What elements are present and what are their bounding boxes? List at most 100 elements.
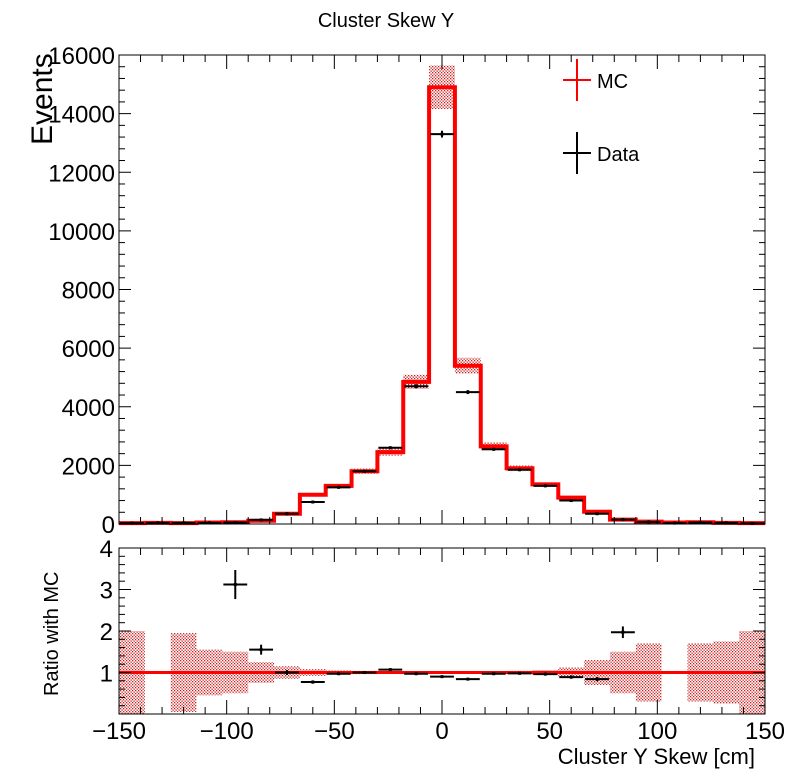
data-point <box>585 512 609 516</box>
ratio-y-tick-label: 2 <box>100 619 113 646</box>
x-tick-label: 0 <box>435 718 448 745</box>
ratio-y-tick-label: 4 <box>100 536 113 563</box>
data-point <box>662 521 687 525</box>
ratio-point-marker <box>362 671 366 674</box>
ratio-point-marker <box>518 671 522 675</box>
x-tick-label: −50 <box>314 718 355 745</box>
ratio-point <box>249 644 274 655</box>
main-y-tick-label: 8000 <box>62 278 115 305</box>
data-point-marker <box>724 521 728 525</box>
data-point <box>404 384 429 389</box>
main-y-tick-label: 0 <box>102 512 115 539</box>
data-point-marker <box>233 521 237 525</box>
main-y-tick-label: 16000 <box>48 43 115 70</box>
ratio-point-marker <box>621 630 625 634</box>
ratio-point-marker <box>569 675 573 679</box>
data-point-marker <box>414 384 418 388</box>
ratio-point-marker <box>388 668 392 672</box>
data-point <box>352 469 377 473</box>
main-y-axis: 0 2000 4000 6000 8000 10000 12000 14000 16000 <box>48 43 765 539</box>
legend-label-mc: MC <box>597 71 628 93</box>
ratio-point <box>533 672 558 676</box>
data-point-marker <box>362 469 366 473</box>
data-point-marker <box>647 520 651 524</box>
data-point-marker <box>337 485 341 489</box>
data-point-marker <box>492 447 496 451</box>
data-point-marker <box>466 390 470 394</box>
data-point-marker <box>621 518 625 522</box>
main-panel: 0 2000 4000 6000 8000 10000 12000 14000 16000 Ev… <box>26 43 766 539</box>
data-point-marker <box>595 512 599 516</box>
main-frame <box>118 54 766 525</box>
ratio-point-marker <box>259 648 263 652</box>
legend-label-data: Data <box>597 144 640 166</box>
data-point-marker <box>518 468 522 472</box>
data-point-marker <box>207 521 211 525</box>
ratio-point <box>585 677 609 682</box>
data-point-marker <box>311 500 315 504</box>
data-point <box>326 485 351 489</box>
ratio-point <box>481 672 506 676</box>
data-point-marker <box>440 132 444 136</box>
ratio-point <box>223 569 248 600</box>
data-point <box>714 521 739 525</box>
chart-title: Cluster Skew Y <box>318 10 454 32</box>
data-points <box>120 130 764 525</box>
data-point <box>481 447 506 451</box>
legend: MC Data <box>563 59 640 174</box>
x-tick-label: 100 <box>637 718 677 745</box>
data-point-marker <box>673 521 677 525</box>
ratio-point <box>455 677 480 681</box>
data-point <box>300 500 325 504</box>
main-y-tick-label: 4000 <box>62 395 115 422</box>
data-point <box>145 521 170 525</box>
data-point <box>120 521 144 525</box>
ratio-point <box>507 671 532 675</box>
legend-entry-mc: MC <box>563 59 628 101</box>
data-point-marker <box>569 499 573 503</box>
main-y-tick-label: 12000 <box>48 160 115 187</box>
data-point-marker <box>285 512 289 516</box>
data-point <box>610 518 635 522</box>
ratio-points <box>223 569 635 684</box>
data-point <box>197 521 222 525</box>
x-tick-label: 50 <box>536 718 563 745</box>
mc-step-line <box>119 85 765 526</box>
ratio-point-marker <box>466 677 470 681</box>
ratio-y-axis: 1 2 3 4 <box>100 536 765 715</box>
data-point-marker <box>543 484 547 488</box>
ratio-point <box>378 668 403 672</box>
data-point-marker <box>130 521 134 525</box>
data-point-marker <box>750 521 754 525</box>
ratio-point-marker <box>543 672 547 676</box>
x-tick-label: −100 <box>200 718 254 745</box>
main-y-tick-label: 10000 <box>48 219 115 246</box>
ratio-point-marker <box>595 677 599 681</box>
legend-entry-data: Data <box>563 132 640 174</box>
mc-histogram <box>119 85 765 526</box>
data-point <box>636 520 661 524</box>
ratio-point-marker <box>285 671 289 674</box>
data-point <box>249 518 274 522</box>
ratio-y-axis-label: Ratio with MC <box>41 572 63 696</box>
ratio-point-marker <box>414 672 418 676</box>
data-point <box>507 468 532 472</box>
ratio-y-tick-label: 3 <box>100 578 113 605</box>
data-point-marker <box>388 446 392 450</box>
data-point <box>378 446 403 450</box>
ratio-point <box>559 675 584 679</box>
ratio-point-marker <box>492 672 496 676</box>
data-point <box>533 484 558 488</box>
main-y-tick-label: 14000 <box>48 102 115 129</box>
data-point <box>559 499 584 503</box>
data-point <box>223 521 248 525</box>
main-x-axis <box>118 55 766 524</box>
ratio-point <box>404 672 429 676</box>
data-point <box>455 390 480 395</box>
ratio-point <box>326 672 351 676</box>
x-tick-label: 150 <box>745 718 785 745</box>
main-y-axis-label: Events <box>26 53 59 145</box>
ratio-point-marker <box>337 672 341 676</box>
